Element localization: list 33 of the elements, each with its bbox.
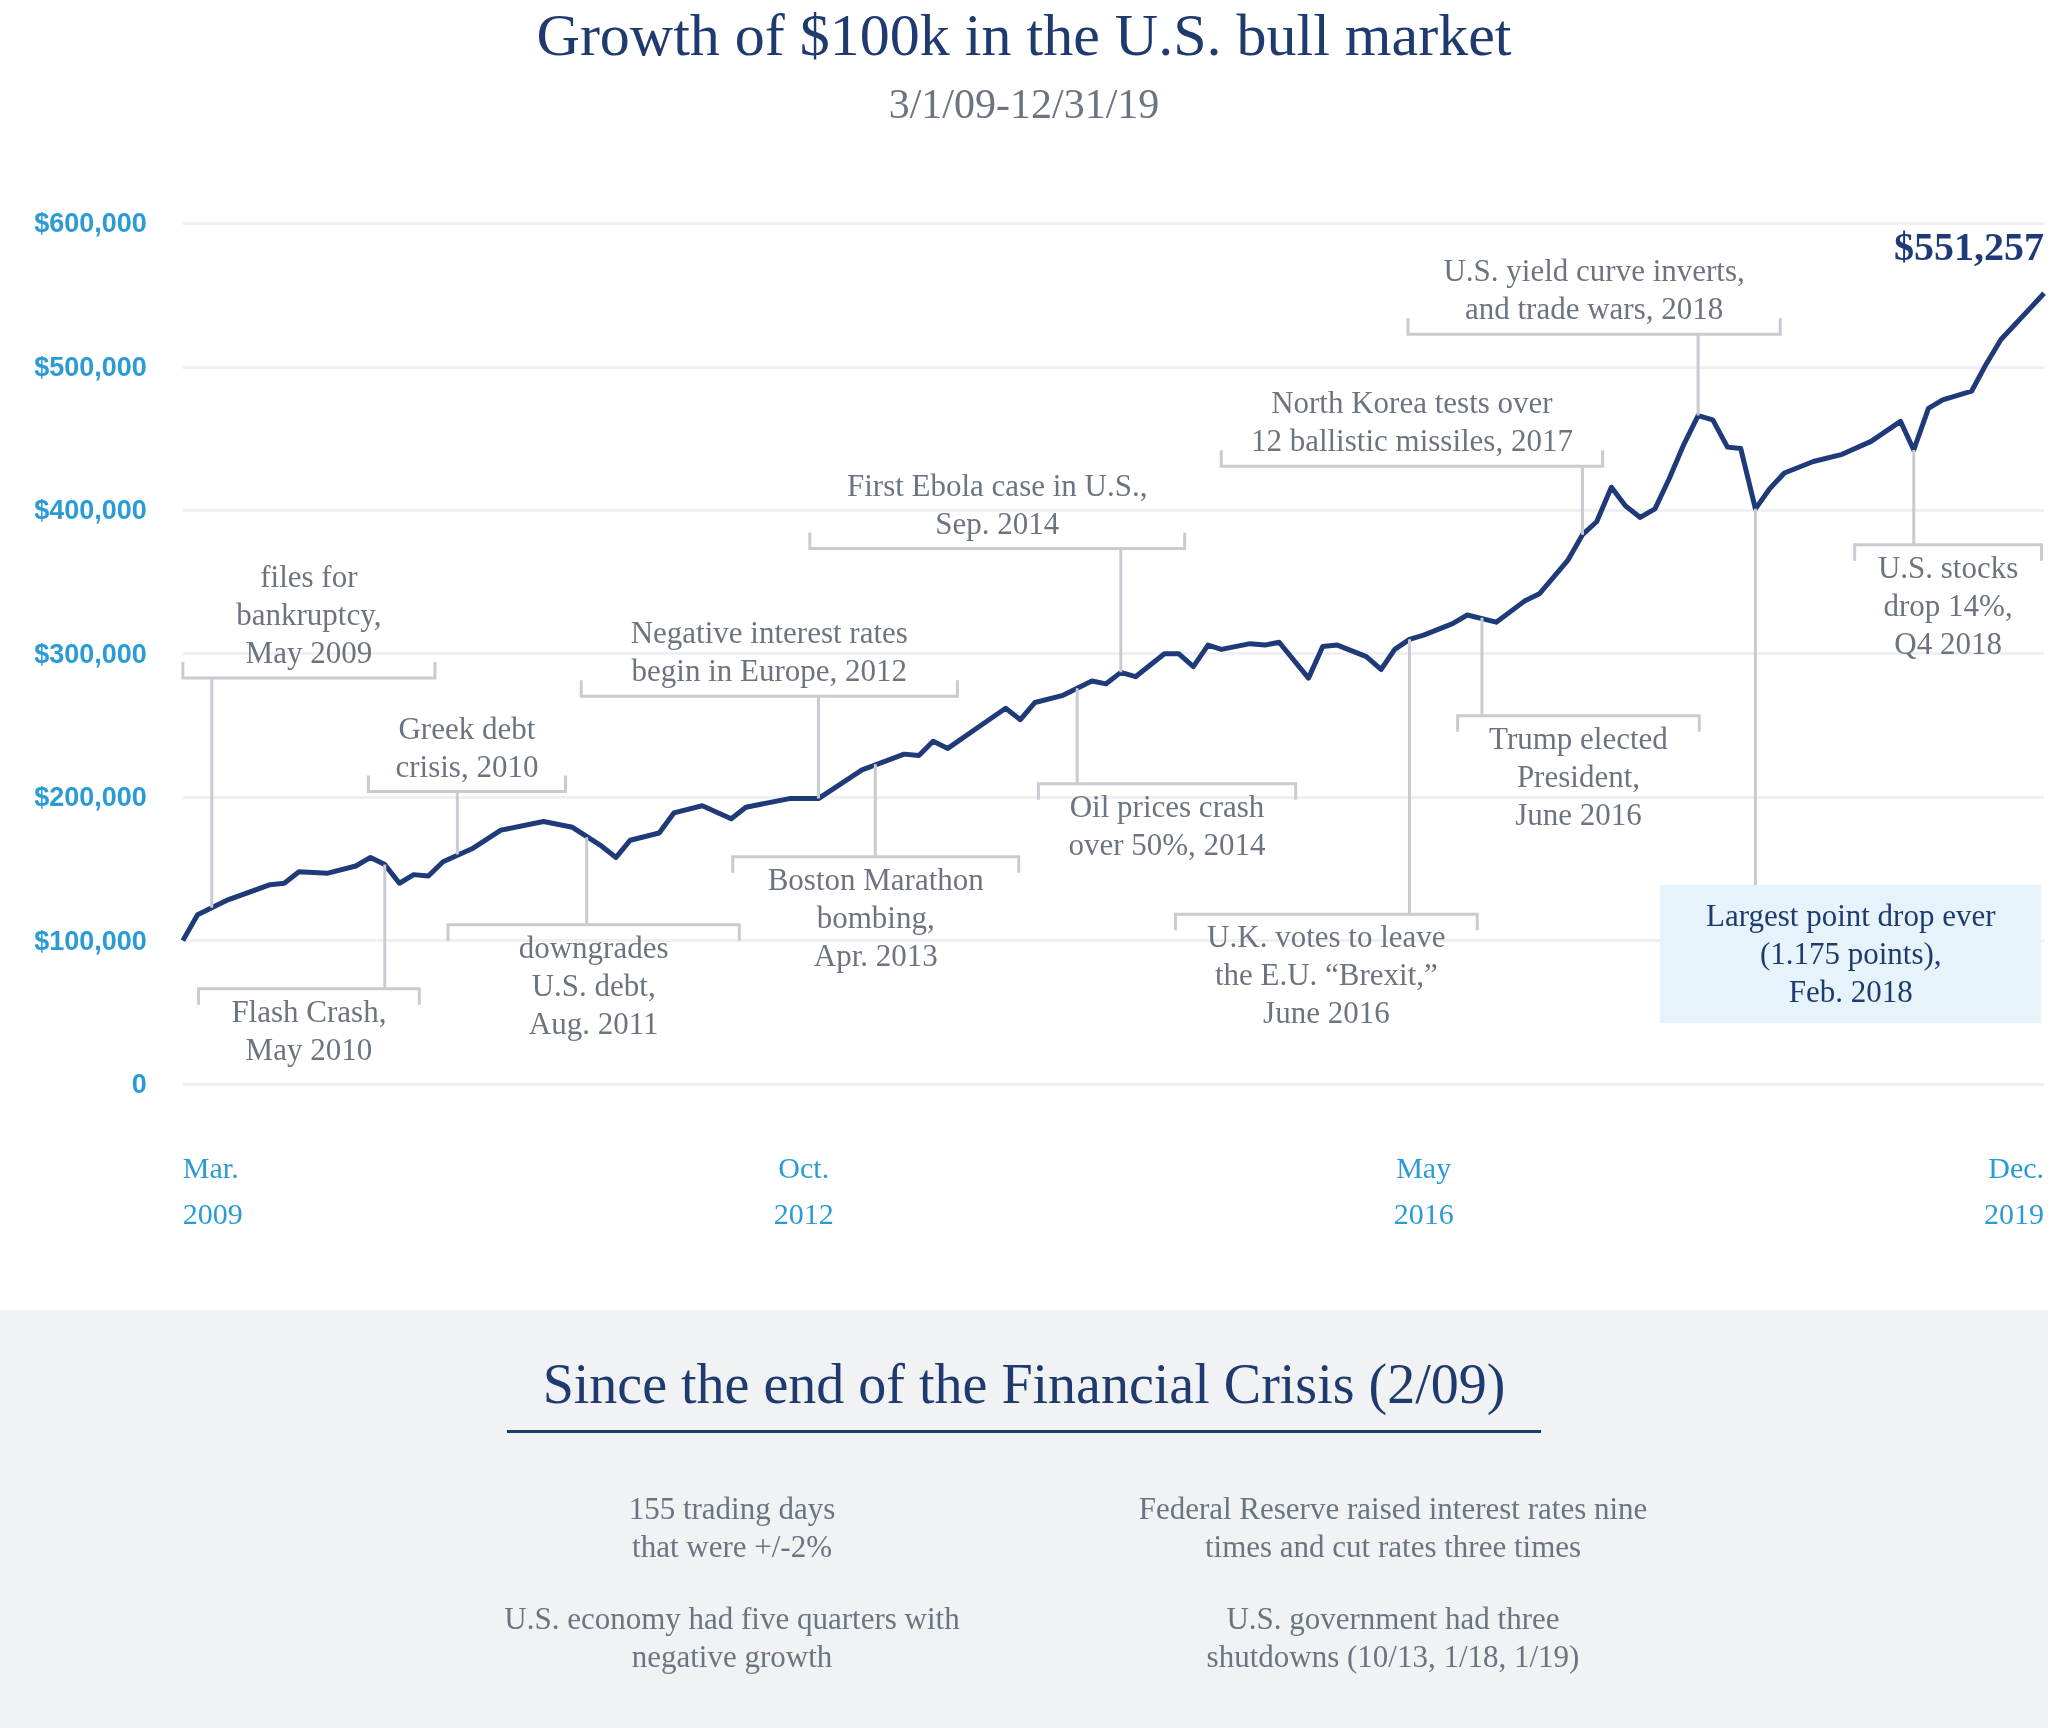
chart-title: Growth of $100k in the U.S. bull market [536,2,1512,68]
annotation: files for bankruptcy, May 2009 [236,558,382,670]
y-tick-label: $300,000 [34,638,147,669]
y-tick-label: $600,000 [34,208,147,239]
text: 155 trading days that were +/-2% [627,1490,837,1566]
data-label: $551,257 [1894,223,2045,269]
y-tick-label: $500,000 [34,351,147,382]
annotation: Flash Crash, May 2010 [230,992,388,1069]
chart-subtitle: 3/1/09-12/31/19 [888,81,1160,127]
annotation: Boston Marathon bombing, Apr. 2013 [766,860,985,975]
annotation: Oil prices crash over 50%, 2014 [1067,787,1267,864]
x-tick-label: Dec. 2019 [1984,1150,2045,1230]
annotation: First Ebola case in U.S., Sep. 2014 [845,466,1149,543]
x-tick-label: Mar. 2009 [182,1150,243,1230]
annotation: Trump elected President, June 2016 [1488,719,1669,834]
y-tick-label: $200,000 [34,782,147,813]
text: Since the end of the Financial Crisis (2/09) [506,1352,1542,1433]
y-tick-label: $100,000 [34,925,147,956]
annotation: downgrades U.S. debt, Aug. 2011 [517,928,670,1043]
annotation: U.K. votes to leave the E.U. “Brexit,” June 2016 [1206,918,1447,1033]
text: U.S. government had three shutdowns (10/13, 1/18, 1/19) [1205,1600,1581,1676]
y-tick-label: $400,000 [34,495,147,526]
annotation: U.S. stocks drop 14%, Q4 2018 [1876,548,2020,663]
annotation: Negative interest rates begin in Europe, 2012 [629,614,909,691]
annotation: Greek debt crisis, 2010 [394,709,540,786]
x-tick-label: May 2016 [1393,1150,1454,1230]
annotation: U.S. yield curve inverts, and trade wars, 2018 [1442,252,1746,329]
annotation: North Korea tests over 12 ballistic missiles, 2017 [1249,384,1574,461]
y-tick-label: 0 [131,1069,147,1100]
x-tick-label: Oct. 2012 [773,1150,834,1230]
annotation: Largest point drop ever (1.175 points), Feb. 2018 [1660,884,2042,1023]
text: Federal Reserve raised interest rates nine times and cut rates three times [1137,1490,1649,1566]
text: U.S. economy had five quarters with negative growth [503,1600,961,1676]
